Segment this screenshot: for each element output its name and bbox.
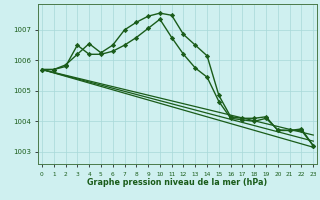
X-axis label: Graphe pression niveau de la mer (hPa): Graphe pression niveau de la mer (hPa): [87, 178, 268, 187]
